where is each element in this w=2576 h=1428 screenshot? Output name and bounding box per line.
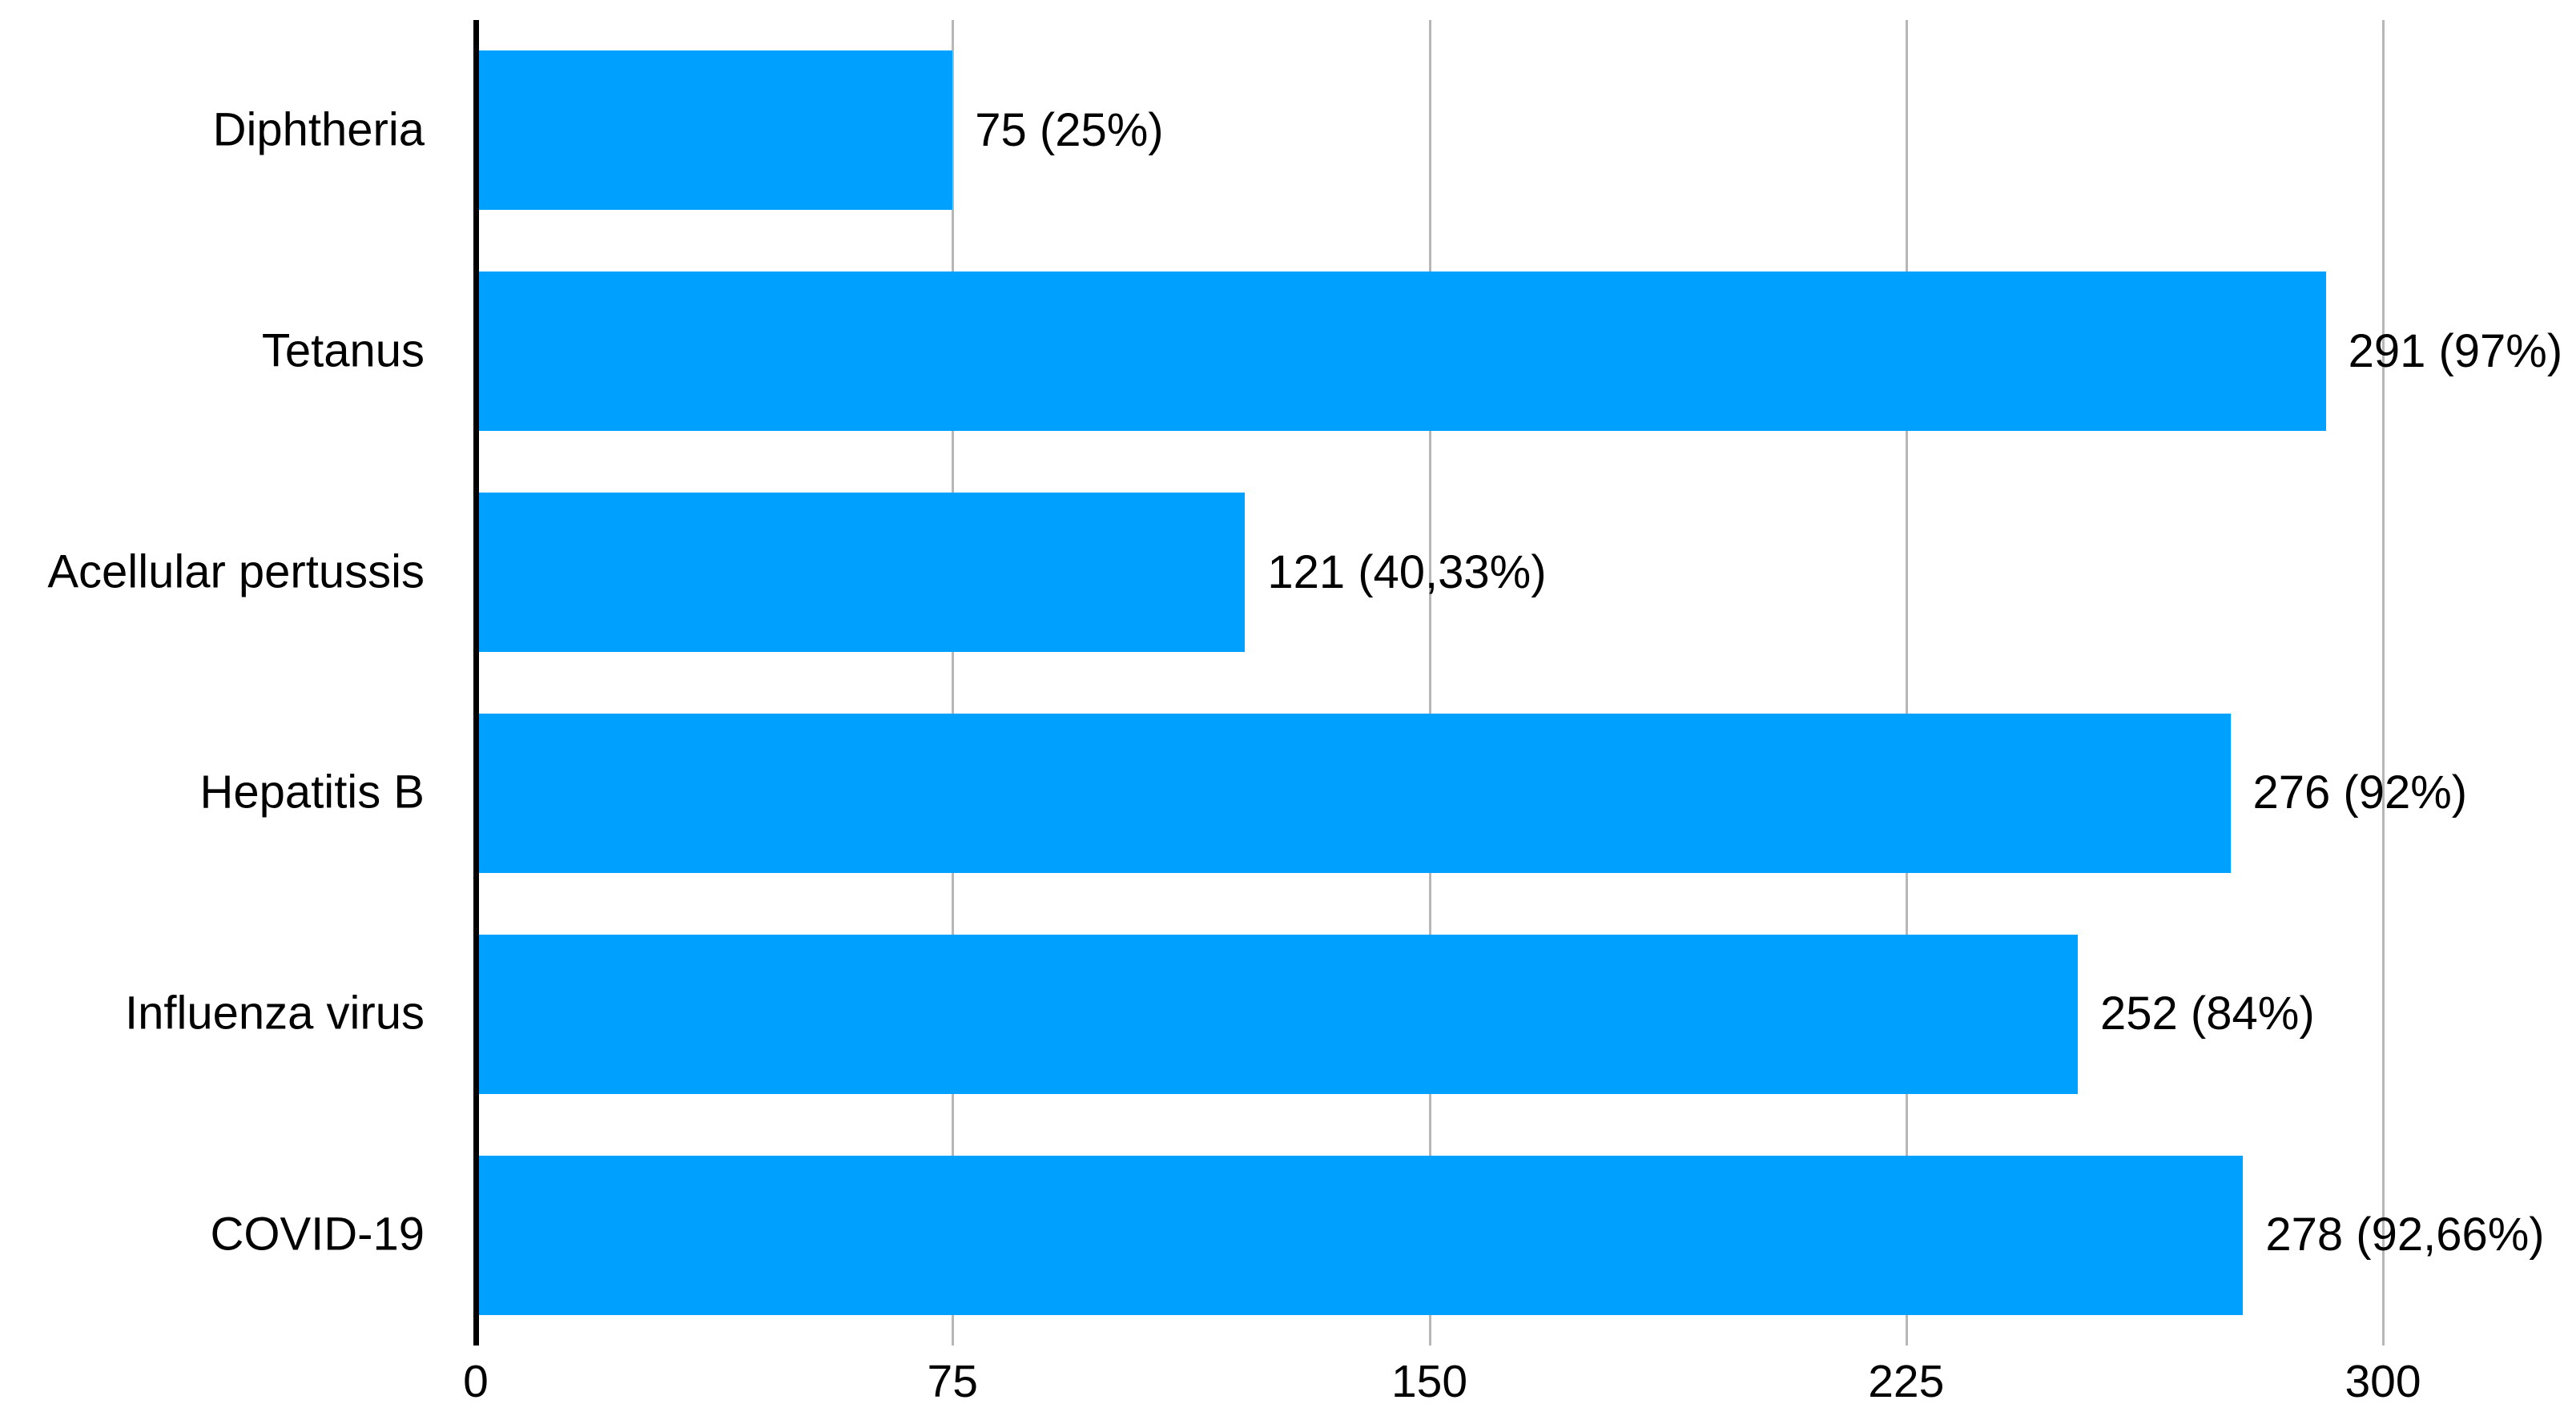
category-label: COVID-19	[210, 1208, 425, 1261]
bar-hepatitis-b	[476, 713, 2231, 873]
gridline-x-300	[2382, 20, 2385, 1346]
x-tick-label: 75	[927, 1356, 978, 1407]
category-label: Hepatitis B	[199, 766, 425, 819]
gridline-x-150	[1428, 20, 1431, 1346]
value-label: 276 (92%)	[2252, 766, 2468, 819]
category-label: Diphtheria	[212, 103, 425, 156]
value-label: 291 (97%)	[2348, 324, 2563, 377]
value-label: 75 (25%)	[975, 103, 1164, 156]
value-label: 252 (84%)	[2100, 988, 2315, 1040]
gridline-x-225	[1905, 20, 1908, 1346]
x-tick-label: 0	[463, 1356, 489, 1407]
plot-area: 75 (25%) 291 (97%) 121 (40,33%) 276 (92%) 25…	[473, 20, 2562, 1346]
category-label: Acellular pertussis	[47, 545, 425, 598]
bar-tetanus	[476, 272, 2326, 432]
bar-covid-19	[476, 1155, 2244, 1315]
value-label: 278 (92,66%)	[2265, 1209, 2545, 1261]
y-axis-line	[473, 20, 479, 1346]
gridline-x-75	[952, 20, 955, 1346]
x-tick-label: 150	[1391, 1356, 1468, 1407]
x-tick-label: 225	[1868, 1356, 1945, 1407]
category-label: Influenza virus	[125, 987, 425, 1040]
bar-diphtheria	[476, 50, 953, 211]
x-tick-label: 300	[2345, 1356, 2421, 1407]
category-label: Tetanus	[261, 324, 425, 377]
value-label: 121 (40,33%)	[1267, 545, 1547, 598]
bar-influenza-virus	[476, 934, 2079, 1094]
bar-acellular-pertussis	[476, 493, 1246, 653]
